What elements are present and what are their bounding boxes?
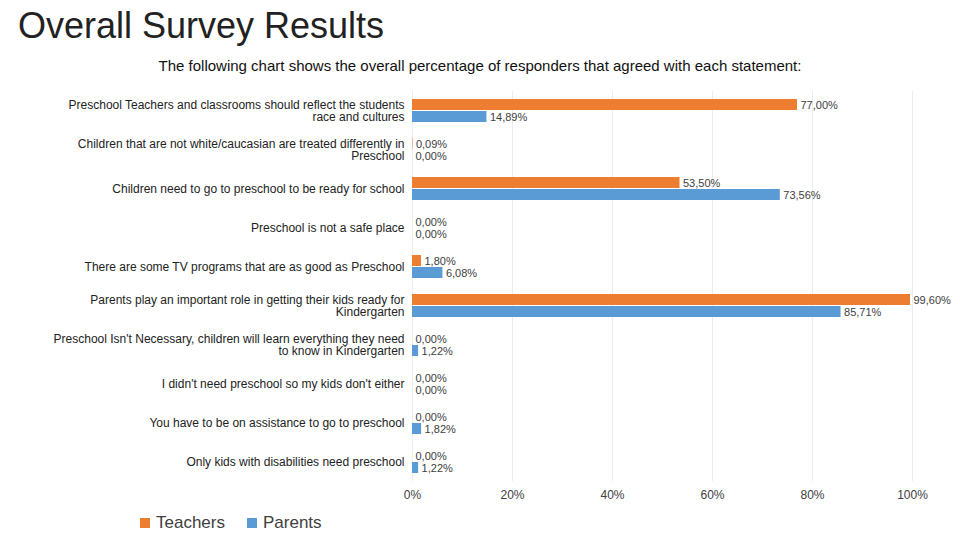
svg-text:85,71%: 85,71%	[844, 306, 882, 318]
svg-text:Parents play an important role: Parents play an important role in gettin…	[90, 293, 404, 319]
svg-text:Preschool is not a safe place: Preschool is not a safe place	[251, 221, 405, 235]
svg-text:0,00%: 0,00%	[416, 333, 447, 345]
svg-text:0,00%: 0,00%	[416, 372, 447, 384]
svg-text:0%: 0%	[404, 488, 422, 502]
html-text:Teachers: Teachers	[156, 513, 225, 532]
svg-text:Preschool Isn't Necessary, chi: Preschool Isn't Necessary, children will…	[54, 332, 405, 358]
svg-text:1,22%: 1,22%	[422, 345, 453, 357]
html-text:The following chart shows the: The following chart shows the overall pe…	[158, 57, 802, 74]
svg-text:0,00%: 0,00%	[416, 216, 447, 228]
svg-text:100%: 100%	[897, 488, 928, 502]
svg-text:0,00%: 0,00%	[416, 150, 447, 162]
svg-text:1,80%: 1,80%	[425, 255, 456, 267]
svg-text:0,00%: 0,00%	[416, 450, 447, 462]
svg-text:1,82%: 1,82%	[425, 423, 456, 435]
svg-text:60%: 60%	[700, 488, 724, 502]
svg-text:1,22%: 1,22%	[422, 462, 453, 474]
svg-text:0,09%: 0,09%	[416, 138, 447, 150]
svg-text:I didn't need preschool so my: I didn't need preschool so my kids don't…	[162, 377, 405, 391]
html-text:Parents: Parents	[263, 513, 322, 532]
svg-text:99,60%: 99,60%	[914, 294, 952, 306]
svg-text:80%: 80%	[800, 488, 824, 502]
svg-text:Children that are not white/ca: Children that are not white/caucasian ar…	[78, 137, 405, 163]
html-text:Overall Survey Results: Overall Survey Results	[18, 5, 385, 46]
svg-text:20%: 20%	[500, 488, 524, 502]
svg-text:0,00%: 0,00%	[416, 411, 447, 423]
svg-text:Children need to go to prescho: Children need to go to preschool to be r…	[112, 182, 404, 196]
svg-text:73,56%: 73,56%	[783, 189, 821, 201]
svg-text:0,00%: 0,00%	[416, 228, 447, 240]
svg-text:Preschool Teachers and classro: Preschool Teachers and classrooms should…	[69, 98, 405, 124]
svg-text:There are some TV programs tha: There are some TV programs that are as g…	[85, 260, 405, 274]
svg-text:0,00%: 0,00%	[416, 384, 447, 396]
svg-text:Only kids with disabilities ne: Only kids with disabilities need prescho…	[186, 455, 404, 469]
svg-text:77,00%: 77,00%	[801, 99, 839, 111]
svg-text:6,08%: 6,08%	[446, 267, 477, 279]
svg-text:You have to be on assistance t: You have to be on assistance to go to pr…	[149, 416, 404, 430]
svg-text:40%: 40%	[600, 488, 624, 502]
svg-text:14,89%: 14,89%	[490, 111, 528, 123]
svg-text:53,50%: 53,50%	[683, 177, 721, 189]
